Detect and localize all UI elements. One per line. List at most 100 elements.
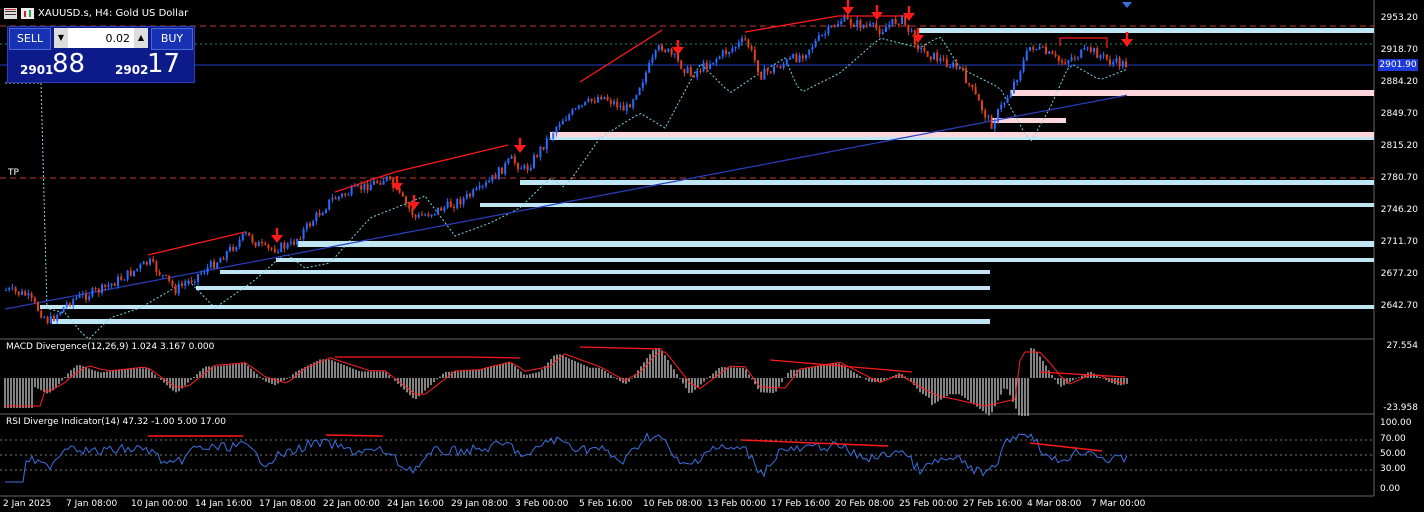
candle — [776, 66, 779, 68]
candle — [958, 67, 961, 69]
candle — [462, 197, 465, 205]
sell-price-small: 2901 — [20, 63, 54, 77]
candle — [725, 50, 727, 55]
candle — [801, 55, 804, 59]
candle — [757, 60, 759, 73]
candle — [917, 44, 919, 50]
candle — [584, 101, 587, 106]
time-axis-label: 2 Jan 2025 — [3, 499, 52, 509]
macd-divergence-line — [579, 346, 663, 350]
candle — [459, 199, 462, 205]
sell-price[interactable]: 2901 88 — [8, 49, 98, 80]
candle — [1000, 104, 1003, 110]
candle — [789, 58, 791, 60]
price-axis-label: 2780.70 — [1380, 173, 1418, 183]
candle — [926, 50, 929, 57]
candle — [862, 25, 865, 29]
sell-arrow-head — [514, 145, 526, 153]
sell-arrow-icon — [912, 28, 924, 43]
candle — [705, 62, 708, 69]
chart-title-bar: XAUUSD.s, H4: Gold US Dollar — [4, 4, 188, 22]
candle — [632, 99, 635, 108]
candle — [1096, 48, 1099, 59]
support-zone — [52, 319, 990, 324]
candle — [69, 303, 71, 306]
candle — [43, 317, 46, 319]
candle — [369, 184, 372, 191]
candle — [664, 50, 667, 52]
candle — [699, 70, 702, 72]
chart-type-icon[interactable] — [21, 7, 34, 19]
candle — [843, 16, 846, 22]
rsi-level-label: 30.00 — [1380, 464, 1406, 474]
chart-menu-icon[interactable] — [4, 7, 17, 19]
lot-up-icon[interactable]: ▲ — [134, 28, 148, 48]
candle — [257, 241, 260, 247]
candle — [1041, 46, 1044, 48]
price-axis-label: 2642.70 — [1380, 301, 1418, 311]
candle — [910, 30, 913, 32]
buy-price[interactable]: 2902 17 — [103, 49, 193, 80]
divergence-line — [147, 231, 246, 256]
candle — [485, 182, 487, 186]
candle — [440, 207, 443, 211]
candle — [149, 259, 151, 265]
candle — [1105, 54, 1108, 60]
candle — [225, 251, 228, 260]
candle — [545, 138, 548, 150]
candle — [891, 18, 894, 25]
candle — [897, 23, 900, 25]
candle — [667, 48, 670, 52]
candle — [1054, 54, 1057, 56]
candle — [846, 16, 849, 20]
candle — [552, 133, 555, 139]
candle — [616, 101, 619, 108]
candle — [721, 50, 724, 57]
candle — [622, 105, 625, 111]
candle — [427, 214, 430, 217]
candle — [344, 193, 347, 196]
candle — [677, 53, 679, 61]
candle — [693, 75, 695, 78]
resistance-zone — [550, 132, 1374, 137]
candle — [565, 119, 567, 121]
candle — [94, 288, 97, 290]
lot-size-stepper[interactable]: ▼ 0.02 ▲ — [54, 28, 148, 48]
candle — [581, 105, 583, 107]
candle — [696, 70, 699, 78]
candle — [1013, 82, 1015, 94]
candle — [718, 56, 721, 59]
candle — [1089, 47, 1092, 52]
macd-axis-top: 27.554 — [1386, 341, 1419, 351]
buy-button[interactable]: BUY — [151, 28, 193, 50]
candle — [785, 59, 788, 65]
candle — [21, 291, 23, 295]
candle — [1115, 58, 1118, 63]
sell-button[interactable]: SELL — [9, 28, 51, 50]
candle — [449, 201, 452, 208]
candle — [561, 120, 564, 125]
candle — [981, 100, 983, 111]
lot-dropdown-icon[interactable]: ▼ — [54, 28, 68, 48]
price-axis-label: 2953.20 — [1380, 13, 1418, 23]
candle — [837, 24, 839, 27]
price-axis-label: 2884.20 — [1380, 77, 1418, 87]
candle — [760, 72, 763, 80]
candle — [574, 108, 577, 110]
candle — [155, 261, 158, 273]
candle — [337, 196, 340, 200]
candle — [709, 64, 711, 69]
candle — [929, 56, 932, 60]
buy-price-small: 2902 — [115, 63, 149, 77]
candle — [1022, 60, 1025, 72]
candle — [8, 288, 11, 290]
candle — [811, 46, 814, 50]
buy-price-big: 17 — [147, 49, 181, 79]
candle — [129, 270, 132, 276]
candle — [65, 303, 68, 307]
candle — [673, 53, 676, 55]
candle — [1064, 62, 1067, 64]
candle — [798, 55, 801, 62]
lot-size-value[interactable]: 0.02 — [105, 31, 131, 45]
